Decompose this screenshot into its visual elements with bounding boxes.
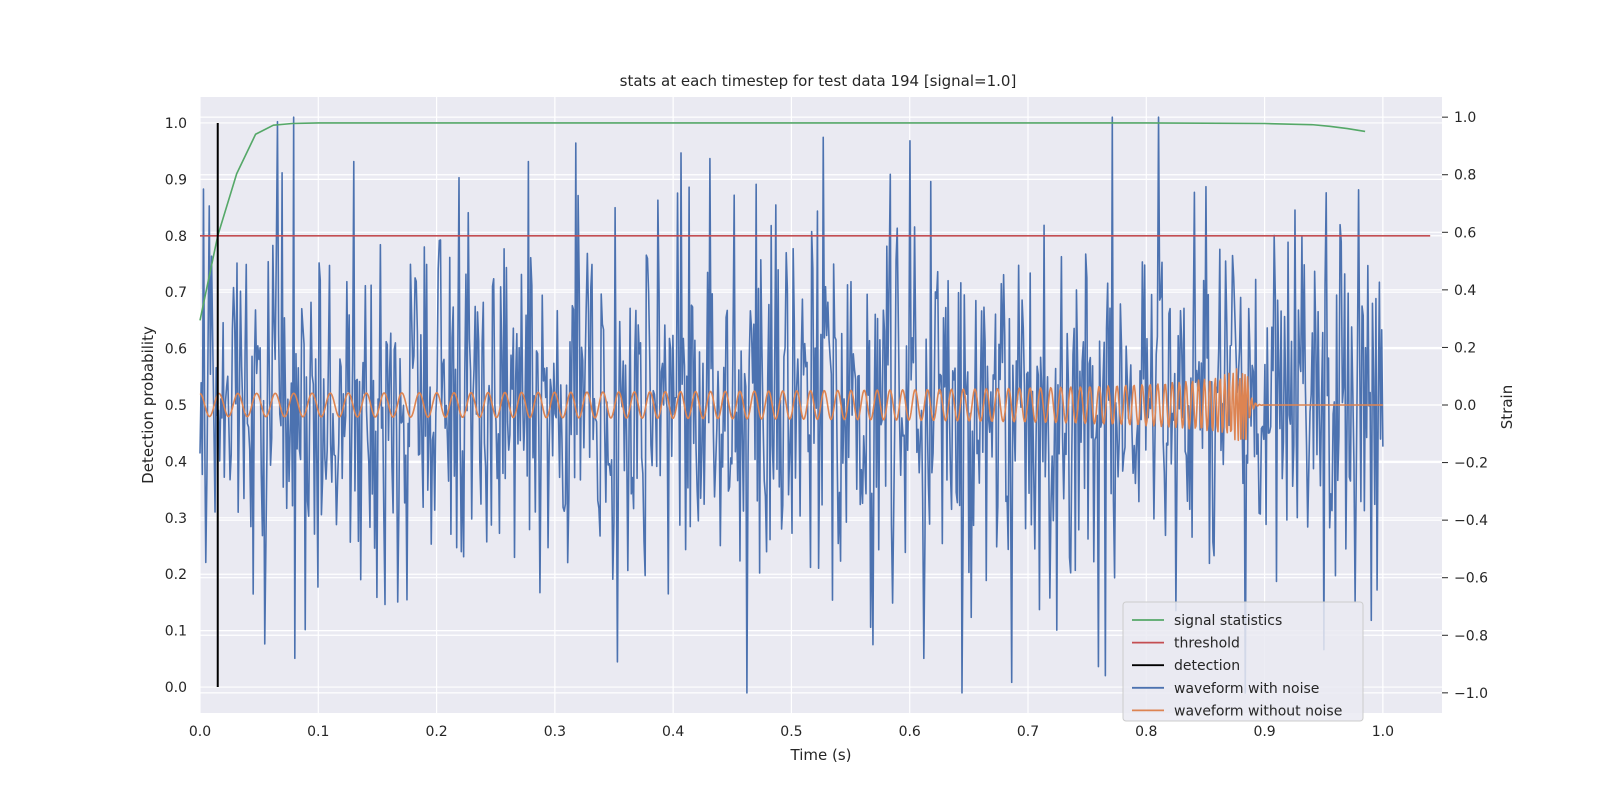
- series-waveform-without-noise: [199, 368, 1383, 442]
- y2-tick-label: 0.2: [1454, 340, 1476, 356]
- x-tick-label: 0.8: [1135, 724, 1157, 740]
- chart-title: stats at each timestep for test data 194…: [620, 72, 1017, 90]
- y2-tick-label: 0.8: [1454, 168, 1476, 184]
- x-tick-label: 0.5: [780, 724, 802, 740]
- legend-label: detection: [1174, 658, 1240, 674]
- x-tick-label: 0.2: [425, 724, 447, 740]
- y2-tick-label: −0.6: [1454, 571, 1488, 587]
- y-tick-label: 0.0: [165, 680, 187, 696]
- y-axis-left-ticks: 0.0 0.1 0.2 0.3 0.4 0.5 0.6 0.7 0.8 0.9 1.0: [165, 116, 187, 696]
- legend-label: waveform without noise: [1174, 703, 1342, 719]
- x-tick-label: 0.4: [662, 724, 684, 740]
- y2-tick-label: −0.2: [1454, 456, 1488, 472]
- y2-tick-label: 1.0: [1454, 110, 1476, 126]
- y-axis-left-label: Detection probability: [139, 326, 157, 484]
- series-signal-statistics: [199, 122, 1366, 321]
- x-tick-label: 0.3: [544, 724, 566, 740]
- x-tick-label: 0.6: [899, 724, 921, 740]
- y-tick-label: 1.0: [165, 116, 187, 132]
- y2-tick-label: 0.6: [1454, 225, 1476, 241]
- y-tick-label: 0.5: [165, 398, 187, 414]
- legend-label: waveform with noise: [1174, 681, 1319, 697]
- y2-tick-label: 0.4: [1454, 283, 1476, 299]
- legend-label: signal statistics: [1174, 613, 1282, 629]
- y2-tick-label: −0.4: [1454, 513, 1488, 529]
- y-tick-label: 0.9: [165, 172, 187, 188]
- y2-tick-label: −1.0: [1454, 686, 1488, 702]
- x-tick-label: 0.9: [1253, 724, 1275, 740]
- y-tick-label: 0.4: [165, 454, 187, 470]
- series-waveform-with-noise: [199, 116, 1384, 694]
- x-axis-label: Time (s): [790, 746, 852, 764]
- x-tick-label: 0.7: [1017, 724, 1039, 740]
- x-axis-ticks: 0.0 0.1 0.2 0.3 0.4 0.5 0.6 0.7 0.8 0.9 1.0: [189, 724, 1394, 740]
- y-tick-label: 0.1: [165, 624, 187, 640]
- series-layer: [199, 116, 1431, 694]
- y-tick-label: 0.7: [165, 285, 187, 301]
- legend-label: threshold: [1174, 636, 1240, 652]
- y-tick-label: 0.2: [165, 567, 187, 583]
- y-axis-right-label: Strain: [1498, 385, 1516, 429]
- x-tick-label: 0.0: [189, 724, 211, 740]
- x-tick-label: 0.1: [307, 724, 329, 740]
- legend: signal statistics threshold detection wavef…: [1122, 601, 1364, 722]
- y-tick-label: 0.3: [165, 511, 187, 527]
- x-tick-label: 1.0: [1372, 724, 1394, 740]
- y-tick-label: 0.8: [165, 229, 187, 245]
- y2-tick-label: 0.0: [1454, 398, 1476, 414]
- y2-tick-label: −0.8: [1454, 628, 1488, 644]
- y-axis-right-ticks: −1.0 −0.8 −0.6 −0.4 −0.2 0.0 0.2 0.4 0.6 0.8 1.0: [1442, 110, 1488, 702]
- y-tick-label: 0.6: [165, 342, 187, 358]
- legend-box: [1122, 601, 1364, 722]
